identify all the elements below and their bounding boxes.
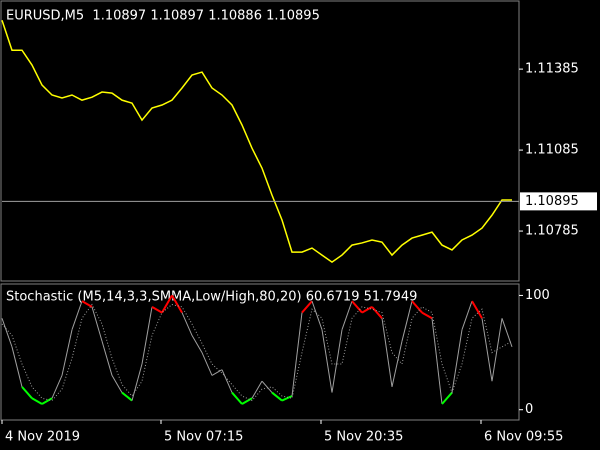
x-tick-label: 5 Nov 07:15 (164, 430, 243, 445)
y-tick-label: 1.11085 (525, 143, 579, 158)
main-line-segment (251, 380, 263, 399)
main-line-segment (101, 341, 113, 376)
main-line-segment (231, 391, 243, 405)
main-line-segment (241, 397, 253, 405)
y-tick-label: 0 (525, 402, 533, 417)
main-line-segment (371, 306, 383, 319)
current-price-label: 1.10895 (525, 194, 579, 209)
main-line-segment (181, 312, 193, 336)
current-price-box (520, 192, 597, 211)
main-line-segment (151, 305, 163, 314)
main-line-segment (131, 363, 143, 401)
main-line-segment (171, 294, 183, 314)
main-line-segment (1, 318, 13, 348)
indicator-panel (0, 283, 520, 421)
y-tick-label: 1.10785 (525, 224, 579, 239)
main-line-segment (141, 306, 153, 365)
main-line-segment (291, 312, 303, 397)
main-line-segment (331, 329, 343, 393)
main-line-segment (31, 397, 43, 405)
main-line-segment (61, 329, 73, 376)
main-line-segment (421, 311, 433, 320)
price-panel (0, 0, 520, 282)
main-line-segment (321, 329, 333, 393)
main-line-segment (211, 369, 223, 376)
main-line-segment (71, 300, 83, 330)
main-line-segment (51, 375, 63, 399)
main-line-segment (201, 352, 213, 376)
main-line-segment (461, 300, 473, 330)
main-line-segment (471, 300, 483, 319)
main-line-segment (271, 391, 283, 402)
price-header: EURUSD,M5 1.10897 1.10897 1.10886 1.1089… (6, 9, 320, 24)
x-tick-label: 6 Nov 09:55 (484, 430, 563, 445)
x-tick-label: 5 Nov 20:35 (324, 430, 403, 445)
main-line-segment (91, 306, 103, 342)
main-line-segment (311, 300, 323, 330)
main-line-segment (81, 300, 93, 308)
main-line-segment (281, 395, 293, 402)
main-line-segment (431, 318, 443, 405)
main-line-segment (301, 300, 313, 314)
main-line-segment (111, 375, 123, 393)
main-line-segment (401, 301, 413, 342)
main-line-segment (41, 397, 53, 405)
main-line-segment (351, 300, 363, 314)
main-line-segment (21, 386, 33, 399)
main-line-segment (261, 380, 273, 393)
y-tick-label: 100 (525, 288, 550, 303)
main-line-segment (441, 391, 453, 405)
main-line-segment (481, 318, 493, 382)
indicator-header: Stochastic (M5,14,3,3,SMMA,Low/High,80,2… (6, 290, 417, 305)
main-line-segment (381, 318, 393, 387)
main-line-segment (361, 305, 373, 314)
main-line-segment (11, 346, 23, 387)
main-line-segment (391, 341, 403, 387)
main-line-segment (161, 294, 173, 314)
main-line-segment (221, 369, 233, 393)
main-line-segment (451, 329, 463, 393)
main-line-segment (191, 335, 203, 353)
main-line-segment (341, 300, 353, 330)
main-line-segment (121, 391, 133, 402)
y-tick-label: 1.11385 (525, 62, 579, 77)
x-tick-label: 4 Nov 2019 (5, 430, 80, 445)
main-line-segment (411, 300, 423, 314)
price-line (1, 20, 512, 264)
